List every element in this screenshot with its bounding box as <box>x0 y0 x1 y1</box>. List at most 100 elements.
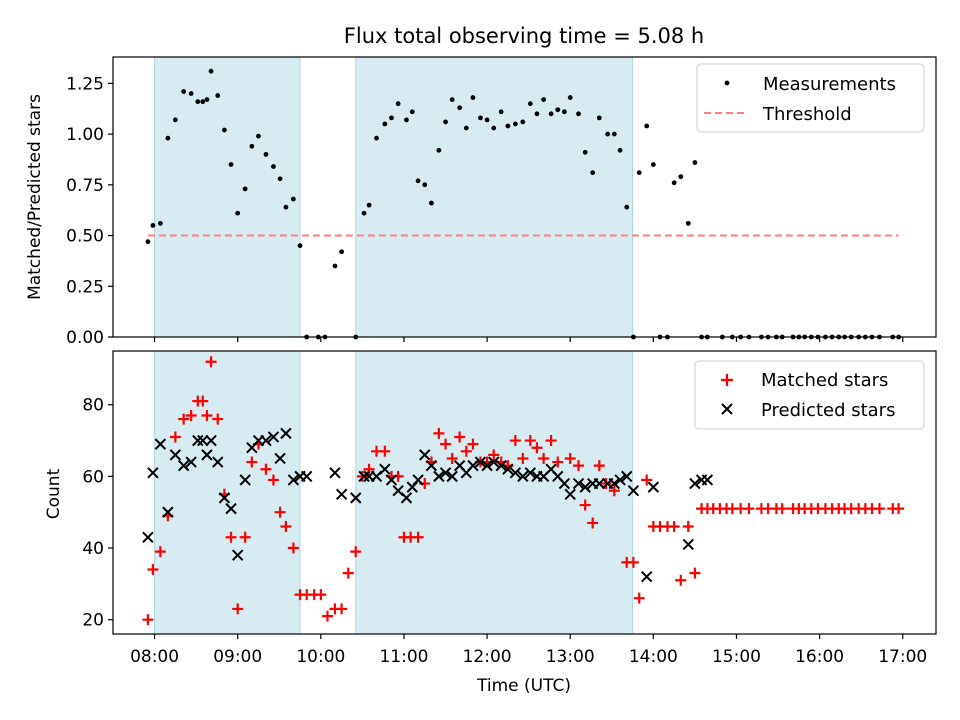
data-point <box>218 492 231 504</box>
data-point <box>640 570 653 583</box>
data-point <box>498 109 504 115</box>
data-point <box>201 449 213 461</box>
data-point <box>682 521 694 533</box>
data-point <box>147 564 159 576</box>
data-point <box>488 456 500 468</box>
y-tick-label: 1.25 <box>66 74 104 94</box>
data-point <box>280 427 292 440</box>
data-point <box>212 456 224 468</box>
data-point <box>382 121 388 127</box>
data-point <box>621 470 633 483</box>
data-point <box>484 117 490 123</box>
data-point <box>260 463 272 475</box>
data-point <box>192 434 204 447</box>
data-point <box>587 517 599 529</box>
data-point <box>178 413 190 425</box>
data-point <box>573 460 585 472</box>
data-point <box>439 467 452 479</box>
panel-ratio: 0.00 0.25 0.50 0.75 1.00 1.25 <box>66 56 937 348</box>
data-point <box>520 119 526 125</box>
data-point <box>627 485 640 497</box>
data-point <box>389 115 394 121</box>
data-point <box>256 133 261 139</box>
data-point <box>246 456 258 468</box>
data-point <box>449 97 455 103</box>
data-point <box>215 93 221 98</box>
data-point <box>350 546 362 558</box>
data-point <box>274 506 286 518</box>
data-point <box>567 95 573 100</box>
data-point <box>633 592 645 604</box>
data-point <box>692 160 698 165</box>
data-point <box>481 459 493 472</box>
data-point <box>509 467 522 479</box>
data-point <box>260 434 272 447</box>
data-point <box>277 176 283 182</box>
data-point <box>590 170 596 176</box>
data-point <box>185 409 197 421</box>
data-point <box>336 603 348 615</box>
y-tick-label: 40 <box>82 539 104 559</box>
data-point <box>641 474 653 486</box>
data-point <box>608 477 620 490</box>
data-point <box>157 220 163 226</box>
data-point <box>457 105 463 111</box>
data-point <box>287 542 299 554</box>
data-point <box>668 521 680 533</box>
data-point <box>678 174 684 180</box>
data-point <box>181 89 187 94</box>
y-tick-label: 60 <box>82 467 104 487</box>
data-point <box>517 452 529 464</box>
axes-frame <box>112 56 937 338</box>
chart-title: Flux total observing time = 5.08 h <box>344 24 704 48</box>
data-point <box>197 395 209 407</box>
data-point <box>517 470 529 483</box>
data-point <box>689 567 701 579</box>
data-point <box>356 470 368 482</box>
data-point <box>162 506 174 518</box>
data-point <box>154 546 166 558</box>
legend-frame <box>696 63 925 133</box>
data-point <box>208 68 214 74</box>
data-point <box>419 449 431 461</box>
data-point <box>600 478 612 490</box>
data-point <box>188 91 194 96</box>
data-point <box>235 210 241 216</box>
data-point <box>524 435 536 447</box>
data-point <box>433 427 445 439</box>
y-tick-label: 0.75 <box>66 176 104 196</box>
data-point <box>689 477 701 490</box>
legend-label-measurements: Measurements <box>763 74 896 95</box>
data-point <box>225 531 237 543</box>
data-point <box>614 474 626 486</box>
data-point <box>358 470 370 483</box>
data-point <box>446 452 458 464</box>
data-point <box>512 121 518 127</box>
data-point <box>436 147 442 153</box>
data-point <box>412 474 424 486</box>
panel-counts: 08:00 09:00 10:00 11:00 12:00 13:00 14:00 15:00… <box>82 350 937 667</box>
data-point <box>263 151 269 157</box>
legend-marker-measurements <box>724 80 730 86</box>
data-point <box>593 477 606 490</box>
data-point <box>545 435 557 447</box>
data-point <box>531 442 543 454</box>
x-tick-label: 14:00 <box>629 647 678 667</box>
data-point <box>579 481 591 493</box>
data-point <box>488 449 500 461</box>
data-point <box>743 503 755 515</box>
data-point <box>361 210 367 216</box>
data-point <box>552 456 564 468</box>
data-point <box>422 182 428 188</box>
data-point <box>321 610 333 622</box>
x-tick-label: 12:00 <box>463 647 512 667</box>
data-point <box>593 460 605 472</box>
data-point <box>534 111 540 117</box>
data-point <box>558 477 571 490</box>
data-point <box>505 123 511 129</box>
data-point <box>342 567 354 579</box>
data-point <box>502 463 514 475</box>
data-point <box>605 131 611 137</box>
data-point <box>470 95 476 100</box>
